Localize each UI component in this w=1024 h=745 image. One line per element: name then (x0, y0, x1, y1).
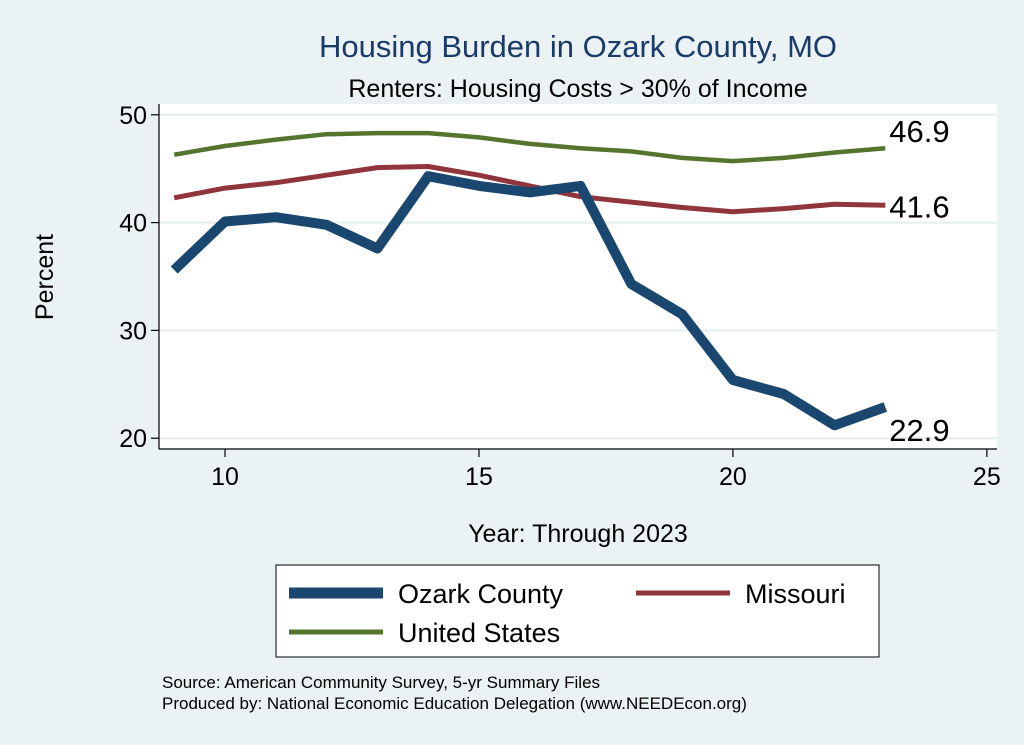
x-tick-label-25: 25 (973, 463, 1001, 491)
legend-label-ozark-county: Ozark County (398, 579, 564, 609)
legend-box (275, 564, 880, 658)
end-labels: 46.9 41.6 22.9 (889, 114, 949, 448)
source-note: Source: American Community Survey, 5-yr … (162, 673, 600, 692)
series-line-ozark-county (170, 171, 887, 431)
plot-area (159, 104, 997, 449)
y-tick-label-50: 50 (119, 102, 147, 130)
chart-subtitle: Renters: Housing Costs > 30% of Income (348, 75, 807, 103)
x-tick-label-10: 10 (211, 463, 239, 491)
end-label-missouri: 41.6 (889, 189, 949, 224)
y-tick-label-20: 20 (119, 425, 147, 453)
legend-label-united-states: United States (398, 618, 560, 648)
series-line-united-states (173, 130, 886, 164)
chart-title: Housing Burden in Ozark County, MO (319, 29, 837, 64)
end-label-united-states: 46.9 (889, 114, 949, 149)
legend: Ozark County Missouri United States (275, 564, 880, 658)
end-label-ozark-county: 22.9 (889, 413, 949, 448)
axes: 20 30 40 50 10 15 20 25 (119, 102, 1001, 491)
y-axis-title: Percent (31, 234, 59, 320)
x-tick-label-20: 20 (719, 463, 747, 491)
x-axis-title: Year: Through 2023 (468, 520, 688, 548)
legend-label-missouri: Missouri (745, 579, 846, 609)
series-line-missouri (173, 164, 886, 215)
y-tick-label-40: 40 (119, 210, 147, 238)
series-lines (170, 130, 887, 431)
y-tick-label-30: 30 (119, 317, 147, 345)
producer-note: Produced by: National Economic Education… (162, 694, 747, 713)
x-tick-label-15: 15 (465, 463, 493, 491)
